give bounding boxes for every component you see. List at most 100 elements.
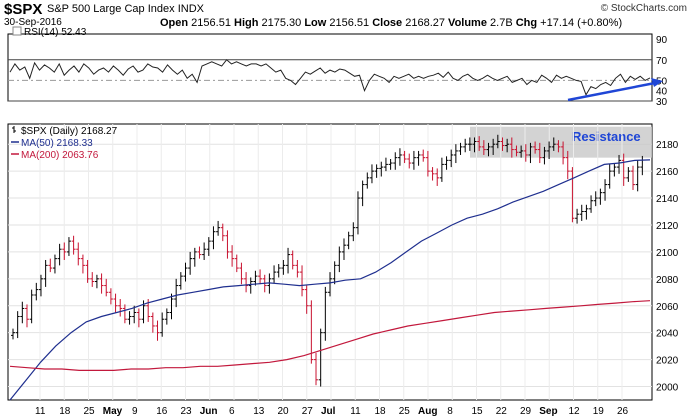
price-bar (122, 304, 127, 324)
price-bar (341, 238, 346, 260)
rsi-ytick-label: 50 (656, 76, 668, 87)
price-bar (430, 167, 435, 181)
symbol: $SPX (4, 1, 43, 18)
price-bar (132, 305, 137, 324)
price-bar (397, 148, 402, 166)
price-bar (20, 301, 25, 324)
price-bar (206, 237, 211, 256)
price-bar (94, 274, 99, 289)
price-bar (104, 278, 109, 297)
xtick-label: 25 (84, 406, 96, 417)
rsi-ytick-label: 70 (656, 56, 668, 67)
price-bar (621, 153, 626, 186)
price-bar (472, 137, 477, 153)
price-bar (188, 251, 193, 275)
price-bar (537, 142, 542, 164)
price-bar (272, 265, 277, 283)
xtick-label: 9 (132, 406, 138, 417)
price-bar (383, 157, 388, 172)
xtick-label: Aug (418, 406, 437, 417)
legend-ohl-icon (12, 126, 16, 133)
price-bar (225, 230, 230, 259)
price-bar (486, 142, 491, 157)
price-bar (631, 165, 636, 190)
price-bar (607, 164, 612, 189)
price-bar (374, 164, 379, 178)
price-bar (379, 161, 384, 177)
price-bar (304, 285, 309, 314)
price-bar (640, 155, 645, 176)
price-bar (411, 150, 416, 170)
xtick-label: 6 (229, 406, 235, 417)
price-bar (458, 142, 463, 155)
price-bar (593, 191, 598, 207)
xtick-label: May (103, 406, 123, 417)
rsi-legend-swatch (12, 26, 22, 36)
price-bar (239, 262, 244, 285)
price-bar (192, 247, 197, 267)
price-bar (407, 153, 412, 169)
xtick-label: 8 (447, 406, 453, 417)
xtick-label: 26 (617, 406, 629, 417)
price-bar (388, 159, 393, 170)
xtick-label: 11 (350, 406, 361, 417)
quote-chg-label: Chg (515, 17, 538, 29)
price-bar (155, 320, 160, 341)
quote-chg-value: +17.14 (+0.80%) (537, 17, 623, 29)
price-bar (523, 144, 528, 162)
xtick-label: Jun (200, 406, 218, 417)
price-bar (467, 137, 472, 151)
quote-high-value: 2175.30 (258, 17, 305, 29)
quote-volume-value: 2.7B (486, 17, 516, 29)
price-bar (542, 146, 547, 165)
price-bar (491, 138, 496, 155)
price-bar (258, 269, 263, 285)
legend-label: MA(200) 2063.76 (21, 150, 99, 161)
price-bar (52, 254, 57, 274)
price-bar (449, 149, 454, 168)
price-bar (500, 137, 505, 151)
quote-close-value: 2168.27 (402, 17, 449, 29)
price-bar (360, 180, 365, 207)
price-bar (314, 352, 319, 386)
price-bar (369, 164, 374, 184)
price-bar (15, 311, 20, 339)
price-bar (598, 188, 603, 205)
price-bar (547, 141, 552, 160)
price-ytick-label: 2080 (656, 275, 679, 286)
price-bar (509, 137, 514, 158)
quote-open-value: 2156.51 (188, 17, 234, 29)
price-bar (234, 254, 239, 273)
price-bar (416, 150, 421, 166)
price-bar (90, 272, 95, 287)
price-bar (99, 273, 104, 294)
price-bar (402, 150, 407, 164)
price-bar (108, 288, 113, 305)
rsi-ytick-label: 40 (656, 87, 668, 98)
price-bar (71, 235, 76, 255)
price-panel-frame (7, 123, 653, 401)
price-bar (24, 304, 29, 328)
price-bar (85, 259, 90, 283)
price-bar (230, 245, 235, 267)
price-bar (346, 231, 351, 250)
price-bar (38, 274, 43, 297)
price-bar (113, 293, 118, 313)
index-name: S&P 500 Large Cap Index INDX (47, 3, 204, 15)
price-bar (617, 154, 622, 174)
price-ytick-label: 2100 (656, 248, 679, 259)
price-bar (421, 149, 426, 162)
price-ytick-label: 2180 (656, 140, 679, 151)
price-bar (160, 312, 165, 337)
xtick-label: 27 (302, 406, 314, 417)
price-ytick-label: 2120 (656, 221, 679, 232)
price-bar (589, 195, 594, 213)
price-bar (332, 261, 337, 285)
rsi-title: RSI(14) 52.43 (24, 27, 87, 38)
quote-open-label: Open (160, 17, 189, 29)
price-bar (556, 140, 561, 153)
price-bar (267, 273, 272, 294)
rsi-panel-frame (7, 33, 653, 102)
xtick-label: 25 (399, 406, 411, 417)
price-bar (579, 204, 584, 221)
